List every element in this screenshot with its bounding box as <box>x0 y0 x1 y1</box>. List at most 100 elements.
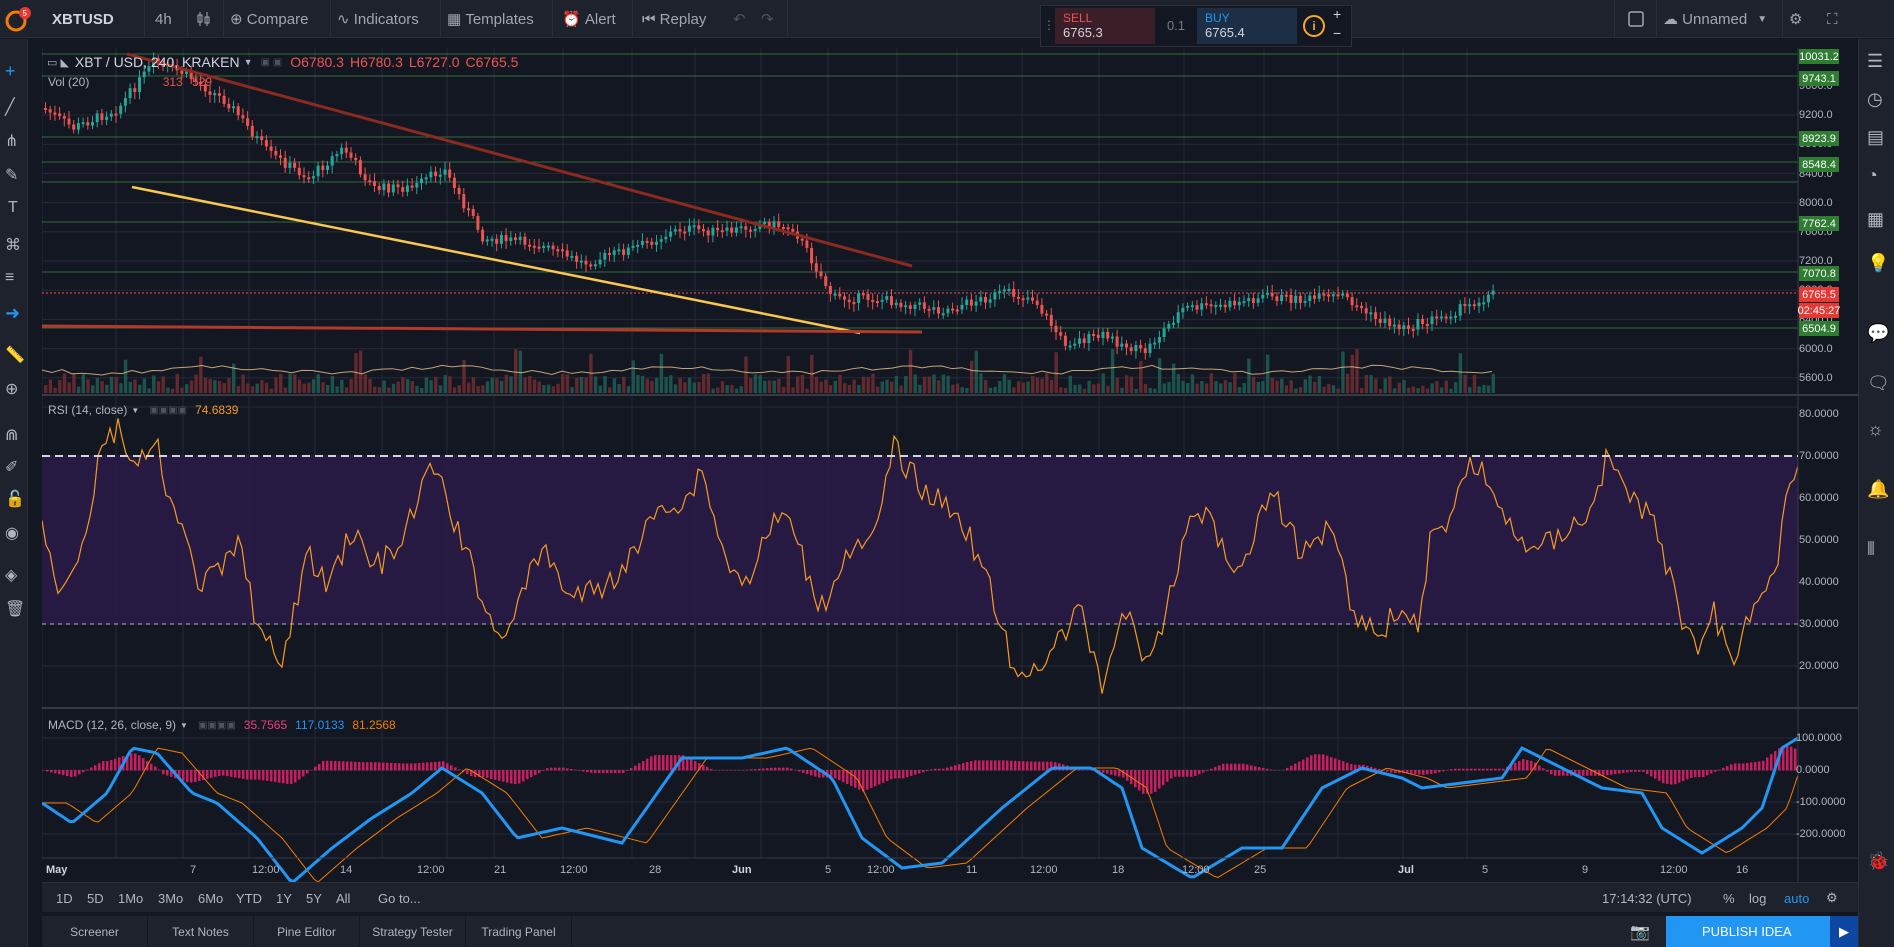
timeframe-button[interactable]: 3Mo <box>158 890 184 906</box>
time-tick: 12:00 <box>252 864 280 876</box>
time-tick: 12:00 <box>867 864 895 876</box>
bottom-tab[interactable]: Strategy Tester <box>360 916 466 947</box>
logo-icon[interactable]: 5 <box>4 0 32 38</box>
timeframe-button[interactable]: 5D <box>87 890 104 906</box>
bottom-tab[interactable]: Text Notes <box>148 916 254 947</box>
fib-icon[interactable]: ≡ <box>5 269 15 286</box>
clock-readout[interactable]: 17:14:32 (UTC) <box>1602 890 1692 906</box>
quantity-field[interactable]: 0.1 <box>1166 18 1186 33</box>
open-value: O6780.3 <box>290 54 344 70</box>
timeframe-button[interactable]: All <box>336 890 351 906</box>
magnet-icon[interactable]: ⋒ <box>5 427 19 444</box>
messages-icon[interactable]: 🗨 <box>1867 373 1890 393</box>
chevron-down-icon[interactable]: ▼ <box>180 720 188 730</box>
replay-icon: ⏮ <box>642 10 660 28</box>
publish-idea-button[interactable]: PUBLISH IDEA ▶ <box>1666 916 1858 947</box>
pitchfork-icon[interactable]: ⋔ <box>5 133 19 150</box>
camera-icon[interactable]: 📷 <box>1630 924 1650 941</box>
bug-icon[interactable]: 🐞 <box>1867 851 1890 871</box>
fullscreen-box-icon[interactable] <box>1627 0 1645 38</box>
goto-button[interactable]: Go to... <box>378 890 421 906</box>
rsi-tick: 80.0000 <box>1799 408 1839 420</box>
timeframe-button[interactable]: 1D <box>56 890 73 906</box>
streams-icon[interactable]: ☼ <box>1867 419 1884 439</box>
gear-icon[interactable]: ⚙ <box>1789 11 1803 28</box>
price-label: 6504.9 <box>1799 321 1839 336</box>
lock-draw-icon[interactable]: ✐ <box>5 459 19 476</box>
right-widget-bar: ☰ ◷ ▤ ◔ ▦ 💡 💬 🗨 ☼ 🔔 ⦀ 🐞 <box>1858 39 1894 947</box>
calendar-icon[interactable]: ▦ <box>1867 209 1885 229</box>
timeframe-button[interactable]: 5Y <box>306 890 322 906</box>
volume-legend: Vol (20) 313 529 <box>48 75 213 89</box>
trend-line-icon[interactable]: ╱ <box>5 99 15 116</box>
trash-icon[interactable]: 🗑 <box>5 601 26 618</box>
time-tick: 16 <box>1736 864 1749 876</box>
chevron-down-icon[interactable]: ▼ <box>131 405 140 415</box>
main-series-title[interactable]: XBT / USD, 240, KRAKEN <box>74 54 240 70</box>
templates-button[interactable]: ▦ Templates <box>447 10 534 29</box>
layout-menu[interactable]: ☁ Unnamed ▼ <box>1663 10 1768 29</box>
data-window-icon[interactable]: ▤ <box>1867 127 1885 147</box>
info-icon[interactable]: i <box>1303 15 1325 37</box>
idea-icon[interactable]: 💡 <box>1867 253 1890 273</box>
undo-icon[interactable]: ↶ <box>733 11 746 28</box>
timeframe-button[interactable]: 6Mo <box>198 890 224 906</box>
drag-handle-icon[interactable]: ⋮ <box>1043 18 1055 32</box>
time-tick: 12:00 <box>417 864 445 876</box>
bottom-tab[interactable]: Trading Panel <box>466 916 572 947</box>
legend-collapse-icon[interactable]: ▭ ◣ <box>47 56 69 69</box>
macd-action-icons[interactable]: ▣▣▣▣ <box>197 719 236 731</box>
ruler-icon[interactable]: 📏 <box>5 347 25 364</box>
timeframe-button[interactable]: YTD <box>236 890 262 906</box>
redo-icon[interactable]: ↷ <box>761 11 774 28</box>
order-panel-icon[interactable]: ⦀ <box>1867 539 1875 559</box>
layers-icon[interactable]: ◈ <box>5 567 18 584</box>
time-tick: 14 <box>340 864 353 876</box>
clock-icon[interactable]: ◷ <box>1867 89 1883 109</box>
time-tick: 12:00 <box>560 864 588 876</box>
bottom-tab[interactable]: Pine Editor <box>254 916 360 947</box>
buy-button[interactable]: BUY 6765.4 <box>1197 8 1297 44</box>
arrow-left-icon[interactable]: ➜ <box>5 303 21 323</box>
chart-type-icon[interactable] <box>195 0 213 38</box>
scale-settings-icon[interactable]: ⚙ <box>1826 890 1838 905</box>
log-toggle[interactable]: log <box>1749 890 1767 906</box>
zoom-icon[interactable]: ⊕ <box>5 381 19 398</box>
chart-area[interactable] <box>42 48 1858 882</box>
trade-panel: ⋮ SELL 6765.3 0.1 BUY 6765.4 i + − <box>1040 5 1352 47</box>
auto-toggle[interactable]: auto <box>1784 890 1810 906</box>
timeframe-button[interactable]: 1Mo <box>118 890 144 906</box>
time-tick: 5 <box>825 864 832 876</box>
rsi-tick: 40.0000 <box>1799 576 1839 588</box>
plus-icon[interactable]: + <box>1333 6 1342 22</box>
alert-button[interactable]: ⏰ Alert <box>562 10 616 29</box>
notifications-icon[interactable]: 🔔 <box>1867 479 1890 499</box>
percent-toggle[interactable]: % <box>1723 890 1735 906</box>
text-tool-icon[interactable]: T <box>8 199 18 216</box>
timeframe-button[interactable]: 1Y <box>276 890 292 906</box>
replay-button[interactable]: ⏮ Replay <box>642 10 707 28</box>
lock-icon[interactable]: 🔓 <box>5 491 25 508</box>
minus-icon[interactable]: − <box>1333 25 1342 41</box>
pattern-icon[interactable]: ⌘ <box>5 237 21 254</box>
symbol-search[interactable]: XBTUSD <box>52 10 114 28</box>
expand-icon[interactable]: ⛶ <box>1827 10 1838 28</box>
hotlist-icon[interactable]: ◔ <box>1867 165 1878 185</box>
interval-button[interactable]: 4h <box>155 10 172 28</box>
eye-icon[interactable]: ◉ <box>5 525 19 542</box>
brush-icon[interactable]: ✎ <box>5 167 19 184</box>
legend-chevron-icon[interactable]: ▼ <box>243 57 253 67</box>
chat-icon[interactable]: 💬 <box>1867 323 1890 343</box>
compare-button[interactable]: ⊕ Compare <box>230 10 309 29</box>
price-label: 6765.5 <box>1799 287 1839 302</box>
legend-action-icons[interactable]: ▣ ▣ <box>260 56 283 68</box>
sell-button[interactable]: SELL 6765.3 <box>1055 8 1155 44</box>
rsi-action-icons[interactable]: ▣▣▣▣ <box>149 404 188 416</box>
close-value: C6765.5 <box>465 54 519 70</box>
watchlist-icon[interactable]: ☰ <box>1867 51 1884 71</box>
macd-tick: -100.0000 <box>1796 796 1846 808</box>
bottom-tab[interactable]: Screener <box>42 916 148 947</box>
indicators-button[interactable]: ∿ Indicators <box>337 10 419 29</box>
rsi-tick: 30.0000 <box>1799 618 1839 630</box>
crosshair-icon[interactable]: + <box>5 61 16 81</box>
